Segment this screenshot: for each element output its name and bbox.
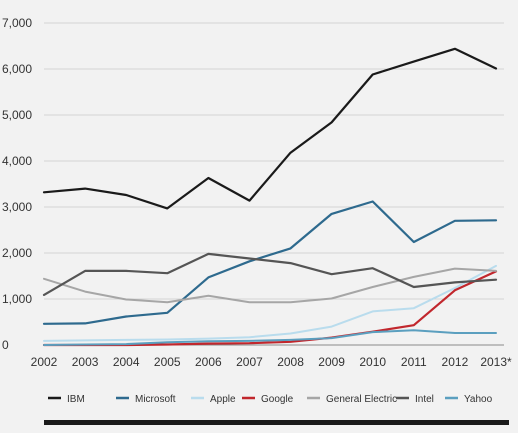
legend-label-ibm: IBM bbox=[67, 394, 85, 405]
y-tick-label: 2,000 bbox=[2, 246, 32, 260]
x-tick-label: 2008 bbox=[277, 355, 304, 369]
y-tick-label: 5,000 bbox=[2, 108, 32, 122]
axes: 0 1,000 2,000 3,000 4,000 5,000 6,000 7,000 2002… bbox=[2, 16, 512, 369]
legend-label-yahoo: Yahoo bbox=[464, 394, 493, 405]
y-tick-label: 0 bbox=[2, 338, 9, 352]
y-tick-label: 7,000 bbox=[2, 16, 32, 30]
y-tick-label: 6,000 bbox=[2, 62, 32, 76]
series-line-ibm bbox=[42, 47, 498, 210]
y-tick-label: 4,000 bbox=[2, 154, 32, 168]
series-line-apple bbox=[43, 264, 497, 342]
series-lines bbox=[42, 47, 498, 347]
series-line-intel bbox=[42, 252, 498, 296]
legend: IBM Microsoft Apple Google General Electric I… bbox=[48, 394, 493, 405]
series-line-general-electric bbox=[43, 267, 497, 304]
y-tick-label: 1,000 bbox=[2, 292, 32, 306]
x-tick-label: 2005 bbox=[154, 355, 181, 369]
x-tick-label: 2012 bbox=[442, 355, 469, 369]
x-tick-label: 2010 bbox=[359, 355, 386, 369]
x-tick-label: 2002 bbox=[31, 355, 58, 369]
x-tick-label: 2007 bbox=[236, 355, 263, 369]
x-tick-label: 2004 bbox=[113, 355, 140, 369]
legend-label-intel: Intel bbox=[415, 394, 434, 405]
x-tick-label: 2006 bbox=[195, 355, 222, 369]
legend-label-general-electric: General Electric bbox=[326, 394, 397, 405]
x-tick-label: 2003 bbox=[72, 355, 99, 369]
series-line-google bbox=[42, 270, 498, 347]
series-line-yahoo bbox=[43, 329, 497, 346]
y-tick-label: 3,000 bbox=[2, 200, 32, 214]
bottom-rule-bar bbox=[44, 420, 509, 425]
x-tick-label: 2013* bbox=[480, 355, 512, 369]
series-line-microsoft bbox=[42, 200, 498, 325]
legend-label-google: Google bbox=[261, 394, 294, 405]
legend-label-apple: Apple bbox=[210, 394, 236, 405]
legend-label-microsoft: Microsoft bbox=[135, 394, 176, 405]
x-tick-label: 2009 bbox=[318, 355, 345, 369]
x-tick-label: 2011 bbox=[401, 355, 427, 369]
grid-lines bbox=[44, 22, 504, 300]
